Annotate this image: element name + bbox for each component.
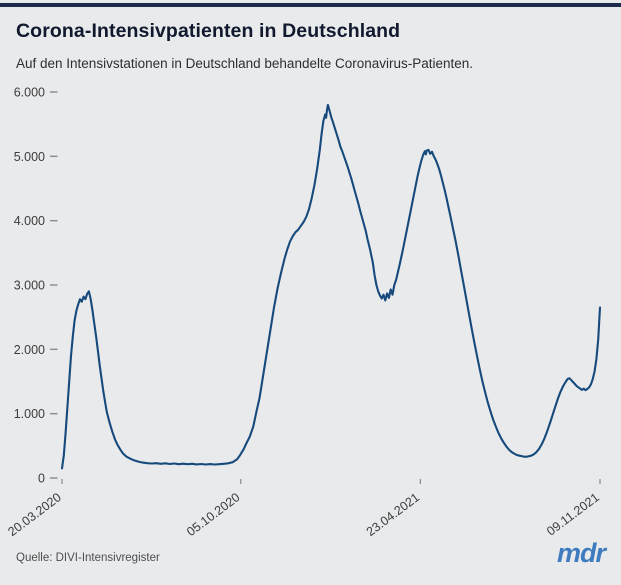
y-axis-label: 2.000 bbox=[14, 343, 45, 357]
y-axis-label: 3.000 bbox=[14, 279, 45, 293]
x-axis-label: 09.11.2021 bbox=[544, 490, 602, 538]
x-axis-label: 20.03.2020 bbox=[5, 490, 63, 539]
y-axis-label: 4.000 bbox=[14, 214, 45, 228]
y-axis-label: 6.000 bbox=[14, 86, 45, 100]
x-axis-label: 05.10.2020 bbox=[184, 490, 242, 539]
line-chart: 0 1.000 2.000 3.000 4.000 5.000 6.000 20.03.202… bbox=[5, 86, 602, 540]
y-axis-label: 1.000 bbox=[14, 407, 45, 421]
data-line bbox=[60, 103, 602, 470]
source-note: Quelle: DIVI-Intensivregister bbox=[16, 552, 160, 564]
y-axis-label: 0 bbox=[38, 472, 45, 486]
x-axis-label: 23.04.2021 bbox=[364, 490, 422, 539]
chart-title: Corona-Intensivpatienten in Deutschland bbox=[16, 20, 401, 42]
top-accent-bar bbox=[0, 3, 621, 7]
mdr-logo: mdr bbox=[556, 538, 606, 568]
y-axis-label: 5.000 bbox=[14, 150, 45, 164]
chart-subtitle: Auf den Intensivstationen in Deutschland… bbox=[16, 56, 474, 71]
